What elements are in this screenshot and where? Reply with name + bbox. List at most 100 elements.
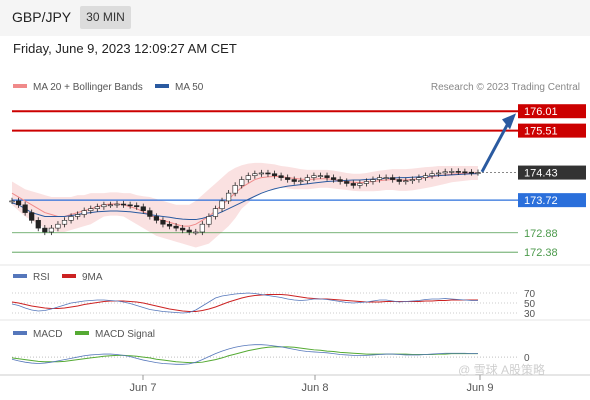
legend-label: MACD Signal — [95, 329, 155, 340]
candle-body — [357, 183, 363, 186]
candle-body — [68, 216, 74, 221]
rsi-line — [11, 292, 478, 314]
level-label-176.01: 176.01 — [524, 106, 558, 118]
candle-body — [94, 206, 100, 209]
watermark: @ 雪球 A股策略 — [458, 362, 545, 377]
candle-body — [120, 203, 127, 206]
attribution: Research © 2023 Trading Central — [431, 82, 580, 93]
forecast-arrow-head — [502, 113, 516, 130]
candle-body — [160, 220, 166, 225]
x-tick-label: Jun 9 — [467, 382, 494, 394]
level-label-175.51: 175.51 — [524, 126, 558, 138]
level-label-173.72: 173.72 — [524, 195, 558, 207]
candle-body — [449, 171, 455, 173]
candle-body — [29, 212, 35, 221]
legend-swatch — [155, 84, 169, 88]
bollinger-band — [12, 162, 478, 248]
level-tag-174.43 — [518, 165, 586, 180]
candle-body — [278, 175, 284, 178]
candle-body — [370, 179, 376, 182]
x-tick-label: Jun 8 — [302, 382, 329, 394]
candle-body — [271, 173, 278, 176]
candle-body — [462, 171, 468, 174]
candle-body — [22, 204, 28, 213]
rsi-level-label: 70 — [524, 289, 536, 300]
candle-body — [239, 179, 245, 186]
macd-level-label: 0 — [524, 353, 530, 364]
level-label-172.88: 172.88 — [524, 228, 558, 240]
candle-body — [422, 175, 429, 178]
currency-pair: GBP/JPY — [12, 9, 72, 25]
legend-swatch — [13, 274, 27, 278]
legend-swatch — [13, 84, 27, 88]
level-tag-176.01 — [518, 104, 586, 119]
candle-body — [350, 183, 356, 186]
candle-body — [173, 225, 179, 229]
candle-body — [75, 214, 81, 217]
ma50-line — [11, 173, 478, 221]
candle-body — [311, 175, 317, 178]
candle-body — [429, 173, 435, 176]
candle-body — [383, 177, 389, 179]
candle-body — [265, 172, 271, 175]
candle-body — [140, 206, 146, 211]
candle-body — [206, 216, 212, 225]
candle-body — [252, 173, 258, 176]
candle-body — [81, 210, 87, 215]
candle-body — [331, 177, 337, 180]
candle-body — [134, 205, 140, 208]
timeframe-button[interactable]: 30 MIN — [80, 6, 131, 29]
level-tag-175.51 — [518, 123, 586, 138]
legend-label: MA 20 + Bollinger Bands — [33, 82, 143, 93]
candle-body — [48, 227, 54, 233]
candle-body — [232, 185, 238, 194]
candle-body — [180, 227, 186, 231]
candle-body — [455, 171, 461, 173]
candle-body — [475, 172, 481, 174]
candle-body — [193, 231, 199, 234]
candle-body — [153, 216, 159, 221]
candle-body — [107, 204, 114, 207]
candle-body — [101, 204, 107, 208]
candle-body — [416, 177, 422, 180]
forecast-arrow — [480, 122, 510, 173]
legend-label: 9MA — [82, 272, 103, 283]
candle-body — [258, 172, 265, 175]
legend-label: RSI — [33, 272, 50, 283]
candle-body — [55, 223, 61, 229]
candle-body — [245, 175, 251, 180]
candle-body — [344, 181, 350, 184]
candle-body — [291, 179, 297, 182]
candle-body — [166, 223, 173, 227]
candle-body — [324, 175, 330, 178]
legend-label: MACD — [33, 329, 62, 340]
candle-body — [225, 192, 232, 202]
candle-body — [15, 200, 22, 206]
macd-line — [11, 344, 478, 365]
candle-body — [9, 200, 15, 203]
level-label-174.43: 174.43 — [524, 168, 558, 180]
candle-body — [403, 180, 409, 183]
candle-body — [396, 179, 402, 182]
level-tag-173.72 — [518, 193, 586, 208]
candle-body — [442, 171, 448, 174]
candle-body — [212, 208, 219, 217]
candle-body — [317, 175, 324, 177]
candle-body — [147, 210, 153, 217]
candle-body — [390, 177, 396, 180]
legend-swatch — [75, 331, 89, 335]
candle-body — [436, 172, 442, 175]
candle-body — [337, 179, 343, 182]
legend-label: MA 50 — [175, 82, 204, 93]
rsi-level-label: 30 — [524, 309, 536, 320]
candle-body — [409, 179, 415, 182]
candle-body — [468, 171, 475, 174]
timestamp: Friday, June 9, 2023 12:09:27 AM CET — [13, 41, 237, 56]
candle-body — [298, 180, 304, 183]
x-tick-label: Jun 7 — [130, 382, 157, 394]
candle-body — [42, 227, 48, 233]
candle-body — [114, 203, 120, 206]
chart-header: GBP/JPY 30 MIN — [0, 0, 590, 36]
legend-swatch — [13, 331, 27, 335]
